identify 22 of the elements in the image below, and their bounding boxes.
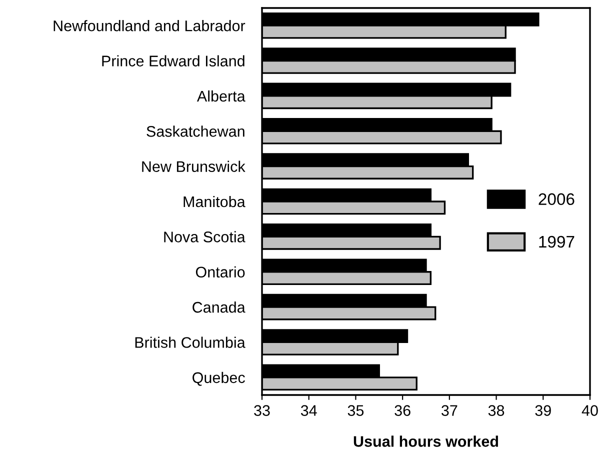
y-tick-label: Newfoundland and Labrador — [54, 20, 246, 32]
x-tick-label: 36 — [394, 405, 410, 416]
legend-label: 1997 — [539, 236, 574, 248]
x-tick-label: 33 — [254, 405, 270, 416]
legend-label: 2006 — [538, 193, 574, 206]
y-tick-label: Saskatchewan — [146, 126, 244, 137]
x-tick-label: 35 — [348, 405, 364, 416]
y-tick-label: Alberta — [196, 90, 246, 102]
x-axis-title: Usual hours worked — [354, 436, 498, 447]
y-tick-label: Quebec — [192, 372, 245, 386]
y-tick-label: Nova Scotia — [164, 231, 246, 242]
y-tick-label: Canada — [192, 302, 246, 313]
x-tick-label: 38 — [488, 405, 504, 416]
y-tick-label: New Brunswick — [142, 160, 246, 172]
y-tick-label: Ontario — [196, 266, 245, 278]
y-tick-label: Prince Edward Island — [102, 55, 244, 66]
x-tick-label: 40 — [582, 405, 598, 416]
x-tick-label: 37 — [442, 405, 458, 416]
y-tick-label: Manitoba — [184, 196, 246, 208]
y-tick-label: British Columbia — [135, 336, 246, 348]
x-tick-label: 39 — [535, 405, 551, 416]
x-tick-label: 34 — [300, 405, 317, 416]
